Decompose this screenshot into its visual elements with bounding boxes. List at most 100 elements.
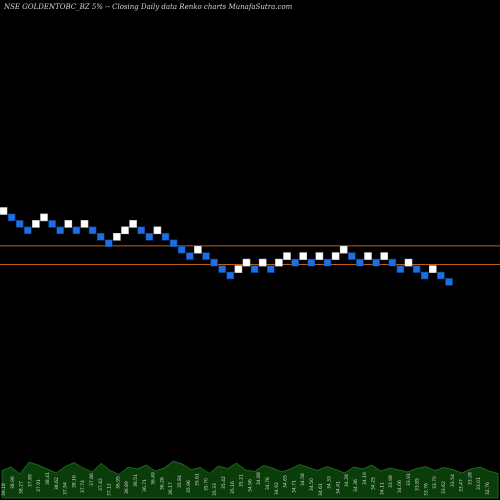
- volume-label: 37.91: [36, 479, 42, 492]
- volume-label: 34.33: [327, 476, 333, 489]
- renko-brick-down: [388, 258, 397, 267]
- renko-brick-down: [396, 265, 405, 273]
- renko-brick-up: [234, 265, 243, 273]
- renko-brick-up: [113, 233, 121, 241]
- renko-brick-down: [161, 233, 170, 241]
- renko-brick-up: [0, 207, 8, 215]
- renko-brick-down: [137, 226, 145, 235]
- renko-brick-up: [428, 265, 437, 273]
- renko-brick-down: [202, 252, 210, 260]
- renko-brick-down: [7, 213, 16, 222]
- renko-brick-up: [404, 258, 413, 267]
- volume-label: 36.26: [159, 477, 165, 490]
- volume-label: 35.61: [195, 473, 201, 486]
- renko-brick-down: [186, 252, 194, 260]
- volume-label: 39.18: [1, 483, 7, 496]
- volume-label: 33.62: [441, 481, 447, 494]
- renko-brick-down: [412, 265, 421, 273]
- renko-brick-up: [315, 252, 324, 260]
- renko-brick-up: [194, 245, 202, 254]
- volume-area: [1, 460, 499, 499]
- volume-label: 36.89: [124, 481, 130, 494]
- volume-label: 33.85: [415, 478, 421, 491]
- renko-brick-up: [242, 258, 251, 267]
- renko-brick-down: [323, 258, 332, 267]
- volume-label: 34.92: [274, 482, 280, 495]
- renko-brick-up: [64, 220, 73, 228]
- volume-label: 34.06: [397, 480, 403, 493]
- volume-label: 34.50: [309, 478, 315, 491]
- volume-label: 34.11: [379, 482, 385, 495]
- renko-brick-down: [437, 271, 445, 280]
- volume-label: 34.76: [265, 477, 271, 490]
- volume-label: 33.01: [476, 477, 482, 490]
- volume-label: 38.96: [10, 476, 16, 489]
- volume-label: 33.76: [423, 483, 429, 496]
- renko-brick-up: [121, 226, 129, 235]
- volume-label: 37.74: [80, 480, 86, 493]
- volume-label: 33.70: [432, 476, 438, 489]
- volume-label: 34.19: [362, 472, 368, 485]
- renko-brick-down: [15, 220, 24, 228]
- renko-brick-down: [420, 271, 429, 280]
- volume-label: 35.33: [212, 483, 218, 496]
- volume-label: 38.16: [71, 475, 77, 488]
- volume-label: 34.61: [318, 483, 324, 496]
- volume-label: 34.25: [371, 477, 377, 490]
- volume-label: 34.65: [283, 475, 289, 488]
- renko-brick-down: [23, 226, 32, 235]
- volume-label: 35.16: [230, 481, 236, 494]
- renko-brick-down: [372, 258, 380, 267]
- renko-brick-down: [177, 245, 186, 254]
- volume-label: 35.21: [239, 474, 245, 487]
- renko-brick-down: [88, 226, 97, 235]
- renko-brick-up: [380, 252, 389, 260]
- renko-brick-down: [96, 233, 105, 241]
- volume-label: 33.28: [467, 472, 473, 485]
- renko-brick-down: [72, 226, 81, 235]
- renko-brick-up: [364, 252, 372, 260]
- renko-brick-up: [258, 258, 267, 267]
- renko-brick-down: [218, 265, 226, 273]
- renko-brick-down: [226, 271, 235, 280]
- renko-brick-up: [40, 213, 48, 222]
- volume-label: 37.89: [27, 474, 33, 487]
- volume-label: 34.71: [291, 480, 297, 493]
- renko-bricks: [0, 207, 453, 286]
- renko-brick-down: [445, 278, 453, 286]
- renko-brick-up: [283, 252, 291, 260]
- volume-label: 37.12: [107, 483, 113, 496]
- volume-label: 37.42: [98, 478, 104, 491]
- renko-brick-down: [347, 252, 356, 260]
- renko-brick-down: [210, 258, 218, 267]
- volume-label: 36.71: [142, 479, 148, 492]
- volume-label: 35.84: [177, 475, 183, 488]
- volume-label: 33.54: [450, 474, 456, 487]
- volume-label: 33.91: [406, 473, 412, 486]
- renko-brick-down: [307, 258, 316, 267]
- renko-brick-down: [145, 233, 154, 241]
- chart-title: NSE GOLDENTOBC_BZ 5% -- Closing Daily da…: [4, 3, 293, 11]
- renko-brick-up: [32, 220, 40, 228]
- renko-brick-down: [266, 265, 275, 273]
- renko-brick-up: [153, 226, 162, 235]
- renko-brick-up: [299, 252, 308, 260]
- volume-label: 35.96: [186, 480, 192, 493]
- volume-label: 33.98: [388, 475, 394, 488]
- volume-label: 37.94: [63, 482, 69, 495]
- volume-label: 34.88: [256, 472, 262, 485]
- renko-brick-down: [356, 258, 364, 267]
- volume-label: 34.58: [300, 473, 306, 486]
- volume-label: 38.62: [54, 477, 60, 490]
- volume-label: 34.96: [247, 479, 253, 492]
- renko-brick-down: [56, 226, 65, 235]
- renko-brick-up: [275, 258, 283, 267]
- volume-label: 36.95: [115, 476, 121, 489]
- renko-brick-up: [331, 252, 340, 260]
- volume-label: 36.51: [133, 474, 139, 487]
- renko-brick-down: [169, 239, 178, 248]
- renko-brick-down: [105, 239, 113, 248]
